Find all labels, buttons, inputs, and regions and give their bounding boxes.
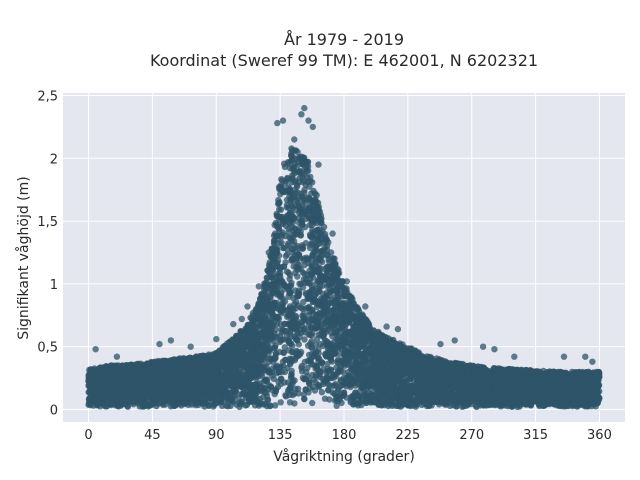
- scatter-point: [318, 389, 326, 396]
- chart-subtitle: Koordinat (Sweref 99 TM): E 462001, N 62…: [150, 51, 538, 70]
- scatter-point: [300, 298, 307, 306]
- chart-title: År 1979 - 2019: [284, 30, 404, 49]
- scatter-points: [85, 104, 603, 411]
- scatter-point: [280, 263, 287, 270]
- scatter-point: [276, 206, 283, 213]
- scatter-point: [286, 399, 294, 406]
- scatter-point: [282, 252, 290, 260]
